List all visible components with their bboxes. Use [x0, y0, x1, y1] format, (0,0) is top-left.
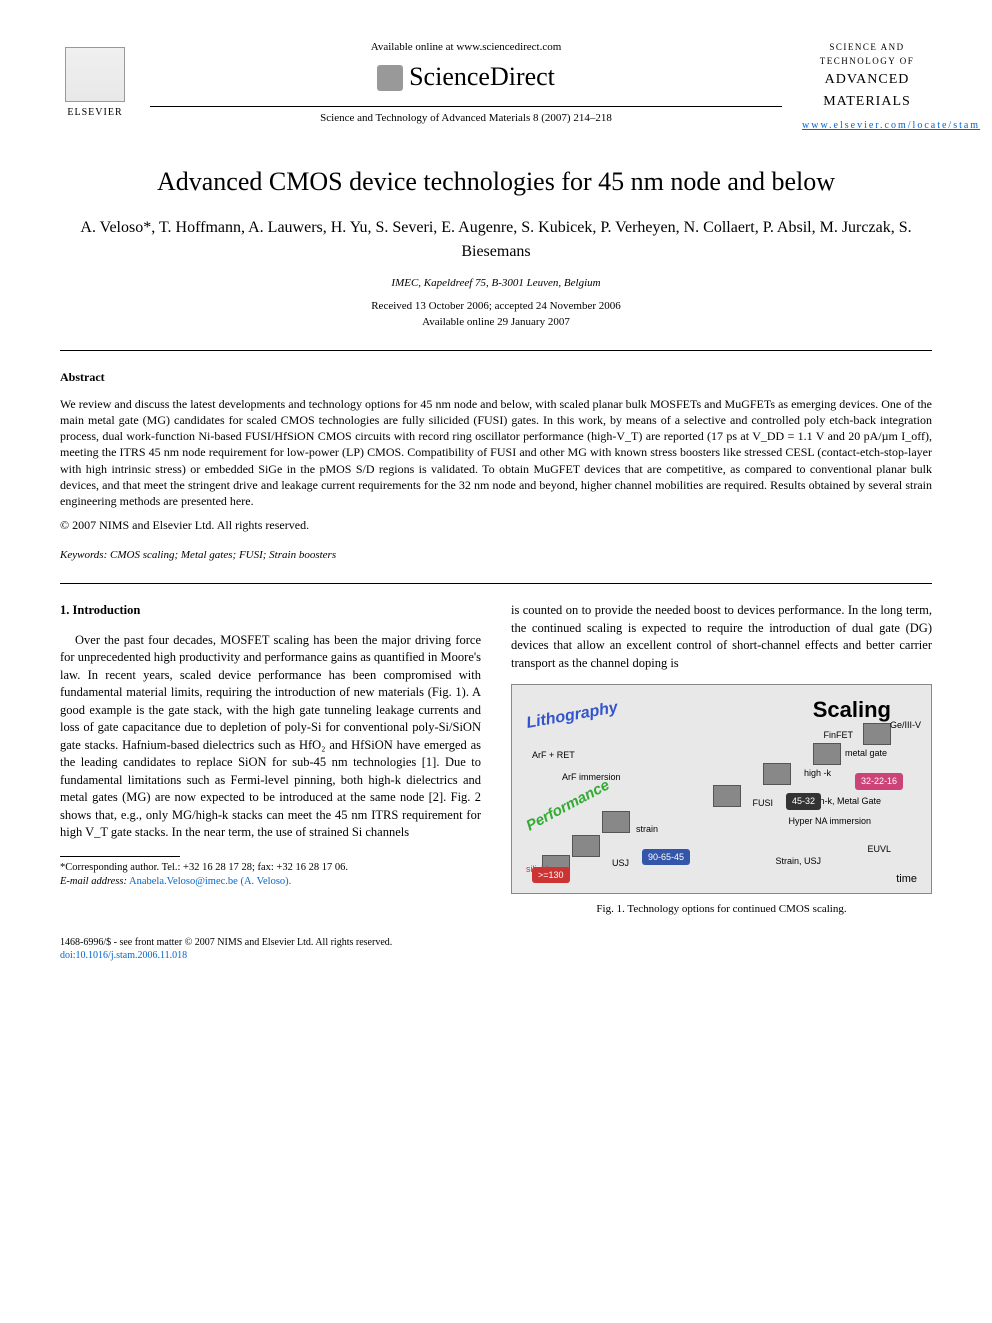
article-title: Advanced CMOS device technologies for 45… [60, 164, 932, 200]
footer-front-matter: 1468-6996/$ - see front matter © 2007 NI… [60, 936, 932, 949]
body-columns: 1. Introduction Over the past four decad… [60, 602, 932, 917]
fig1-node [602, 811, 630, 833]
elsevier-tree-icon [65, 47, 125, 102]
footnote-corresponding: *Corresponding author. Tel.: +32 16 28 1… [60, 861, 481, 875]
keywords: Keywords: CMOS scaling; Metal gates; FUS… [60, 548, 932, 563]
article-dates: Received 13 October 2006; accepted 24 No… [60, 299, 932, 330]
fig1-label-finfet: FinFET [823, 729, 853, 742]
footnote-email-label: E-mail address: [60, 876, 127, 887]
fig1-badge-45-32: 45-32 [786, 793, 821, 810]
fig1-label-arfret: ArF + RET [532, 749, 575, 762]
fig1-node [763, 763, 791, 785]
affiliation: IMEC, Kapeldreef 75, B-3001 Leuven, Belg… [60, 276, 932, 291]
fig1-scaling-title: Scaling [813, 695, 891, 726]
fig1-badge-130: >=130 [532, 867, 570, 884]
fig1-label-strainusj: Strain, USJ [775, 855, 821, 868]
fig1-node [863, 723, 891, 745]
received-accepted: Received 13 October 2006; accepted 24 No… [60, 299, 932, 314]
available-online-text: Available online at www.sciencedirect.co… [150, 40, 782, 55]
intro-para-2: is counted on to provide the needed boos… [511, 602, 932, 672]
section-1-heading: 1. Introduction [60, 602, 481, 620]
fig1-node [713, 785, 741, 807]
fig1-label-arfimm: ArF immersion [562, 771, 621, 784]
fig1-node [572, 835, 600, 857]
available-online-date: Available online 29 January 2007 [60, 315, 932, 330]
keywords-bottom-rule [60, 583, 932, 584]
footnote-email: E-mail address: Anabela.Veloso@imec.be (… [60, 875, 481, 889]
keywords-text: CMOS scaling; Metal gates; FUSI; Strain … [110, 549, 336, 561]
footer: 1468-6996/$ - see front matter © 2007 NI… [60, 936, 932, 962]
fig1-badge-90-65-45: 90-65-45 [642, 849, 690, 866]
journal-logo-advanced: ADVANCED [802, 69, 932, 91]
center-header: Available online at www.sciencedirect.co… [130, 40, 802, 126]
abstract-top-rule [60, 350, 932, 351]
sciencedirect-icon [377, 65, 403, 91]
journal-logo-line1: SCIENCE AND TECHNOLOGY OF [802, 40, 932, 69]
fig1-label-highk: high -k [804, 767, 831, 780]
fig1-label-metalgate: metal gate [845, 747, 887, 760]
journal-reference: Science and Technology of Advanced Mater… [150, 111, 782, 126]
page: ELSEVIER Available online at www.science… [0, 0, 992, 1002]
elsevier-logo: ELSEVIER [60, 40, 130, 120]
figure-1-caption: Fig. 1. Technology options for continued… [511, 902, 932, 917]
right-column: is counted on to provide the needed boos… [511, 602, 932, 917]
authors: A. Veloso*, T. Hoffmann, A. Lauwers, H. … [60, 216, 932, 264]
footer-doi[interactable]: doi:10.1016/j.stam.2006.11.018 [60, 949, 932, 962]
fig1-time-axis: time [896, 872, 917, 887]
abstract-heading: Abstract [60, 369, 932, 386]
abstract-body: We review and discuss the latest develop… [60, 396, 932, 509]
fig1-label-euvl: EUVL [867, 843, 891, 856]
fig1-node [813, 743, 841, 765]
fig1-label-geiiiv: Ge/III-V [890, 719, 921, 732]
sciencedirect-brand: ScienceDirect [150, 59, 782, 95]
journal-link[interactable]: www.elsevier.com/locate/stam [802, 118, 932, 134]
header-row: ELSEVIER Available online at www.science… [60, 40, 932, 134]
journal-logo: SCIENCE AND TECHNOLOGY OF ADVANCED MATER… [802, 40, 932, 134]
fig1-badge-32-22-16: 32-22-16 [855, 773, 903, 790]
fig1-performance-label: Performance [522, 775, 613, 837]
intro-para-1: Over the past four decades, MOSFET scali… [60, 632, 481, 842]
footnote-separator [60, 856, 180, 857]
journal-logo-materials: MATERIALS [802, 91, 932, 113]
fig1-label-fusi: FUSI [752, 797, 773, 810]
abstract-copyright: © 2007 NIMS and Elsevier Ltd. All rights… [60, 517, 932, 534]
fig1-label-usj: USJ [612, 857, 629, 870]
fig1-label-hyperna: Hyper NA immersion [788, 815, 871, 828]
footnote-email-value[interactable]: Anabela.Veloso@imec.be (A. Veloso). [129, 876, 291, 887]
left-column: 1. Introduction Over the past four decad… [60, 602, 481, 917]
header-rule [150, 106, 782, 107]
elsevier-label: ELSEVIER [67, 106, 122, 120]
sciencedirect-text: ScienceDirect [409, 59, 555, 95]
figure-1: Scaling Lithography Performance Ge/III-V… [511, 684, 932, 894]
keywords-label: Keywords: [60, 549, 107, 561]
fig1-label-strain: strain [636, 823, 658, 836]
fig1-lithography-label: Lithography [525, 698, 620, 736]
